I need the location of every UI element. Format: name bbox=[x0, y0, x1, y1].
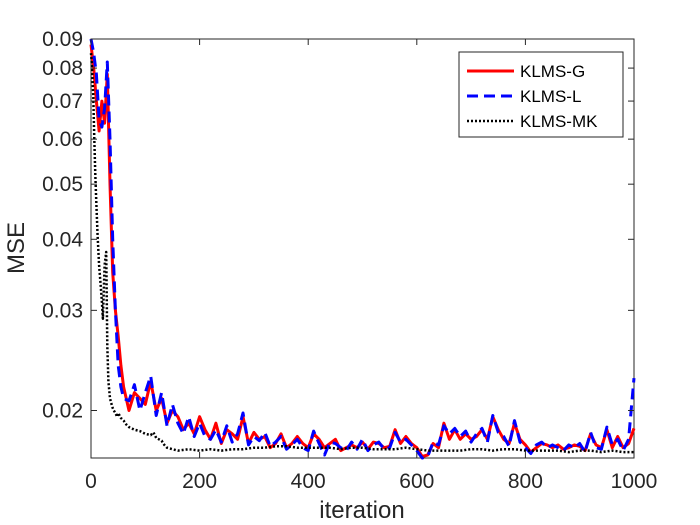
series-line-klms-mk bbox=[89, 53, 634, 454]
x-tick-label: 200 bbox=[182, 470, 217, 493]
legend-label-klms-mk: KLMS-MK bbox=[520, 112, 598, 131]
x-tick-label: 1000 bbox=[611, 470, 658, 493]
x-tick-label: 0 bbox=[85, 470, 97, 493]
y-axis-label: MSE bbox=[3, 222, 30, 274]
y-tick-label: 0.05 bbox=[42, 173, 83, 196]
legend-label-klms-l: KLMS-L bbox=[520, 87, 581, 106]
y-tick-label: 0.02 bbox=[42, 399, 83, 422]
y-tick-label: 0.06 bbox=[42, 128, 83, 151]
legend-label-klms-g: KLMS-G bbox=[520, 62, 585, 81]
y-tick-label: 0.03 bbox=[42, 299, 83, 322]
x-axis-label: iteration bbox=[319, 497, 404, 524]
series-line-klms-l bbox=[89, 38, 636, 460]
x-axis-ticks: 0 200 400 600 800 1000 bbox=[85, 39, 657, 493]
y-tick-label: 0.07 bbox=[42, 90, 83, 113]
legend: KLMS-G KLMS-L KLMS-MK bbox=[458, 51, 624, 138]
y-tick-label: 0.09 bbox=[42, 28, 83, 51]
x-tick-label: 400 bbox=[291, 470, 326, 493]
y-axis-ticks: 0.02 0.03 0.04 0.05 0.06 0.07 0.08 0.09 bbox=[42, 28, 634, 422]
x-tick-label: 800 bbox=[508, 470, 543, 493]
y-tick-label: 0.08 bbox=[42, 57, 83, 80]
x-tick-label: 600 bbox=[399, 470, 434, 493]
y-tick-label: 0.04 bbox=[42, 228, 83, 251]
series-layer bbox=[89, 38, 636, 460]
